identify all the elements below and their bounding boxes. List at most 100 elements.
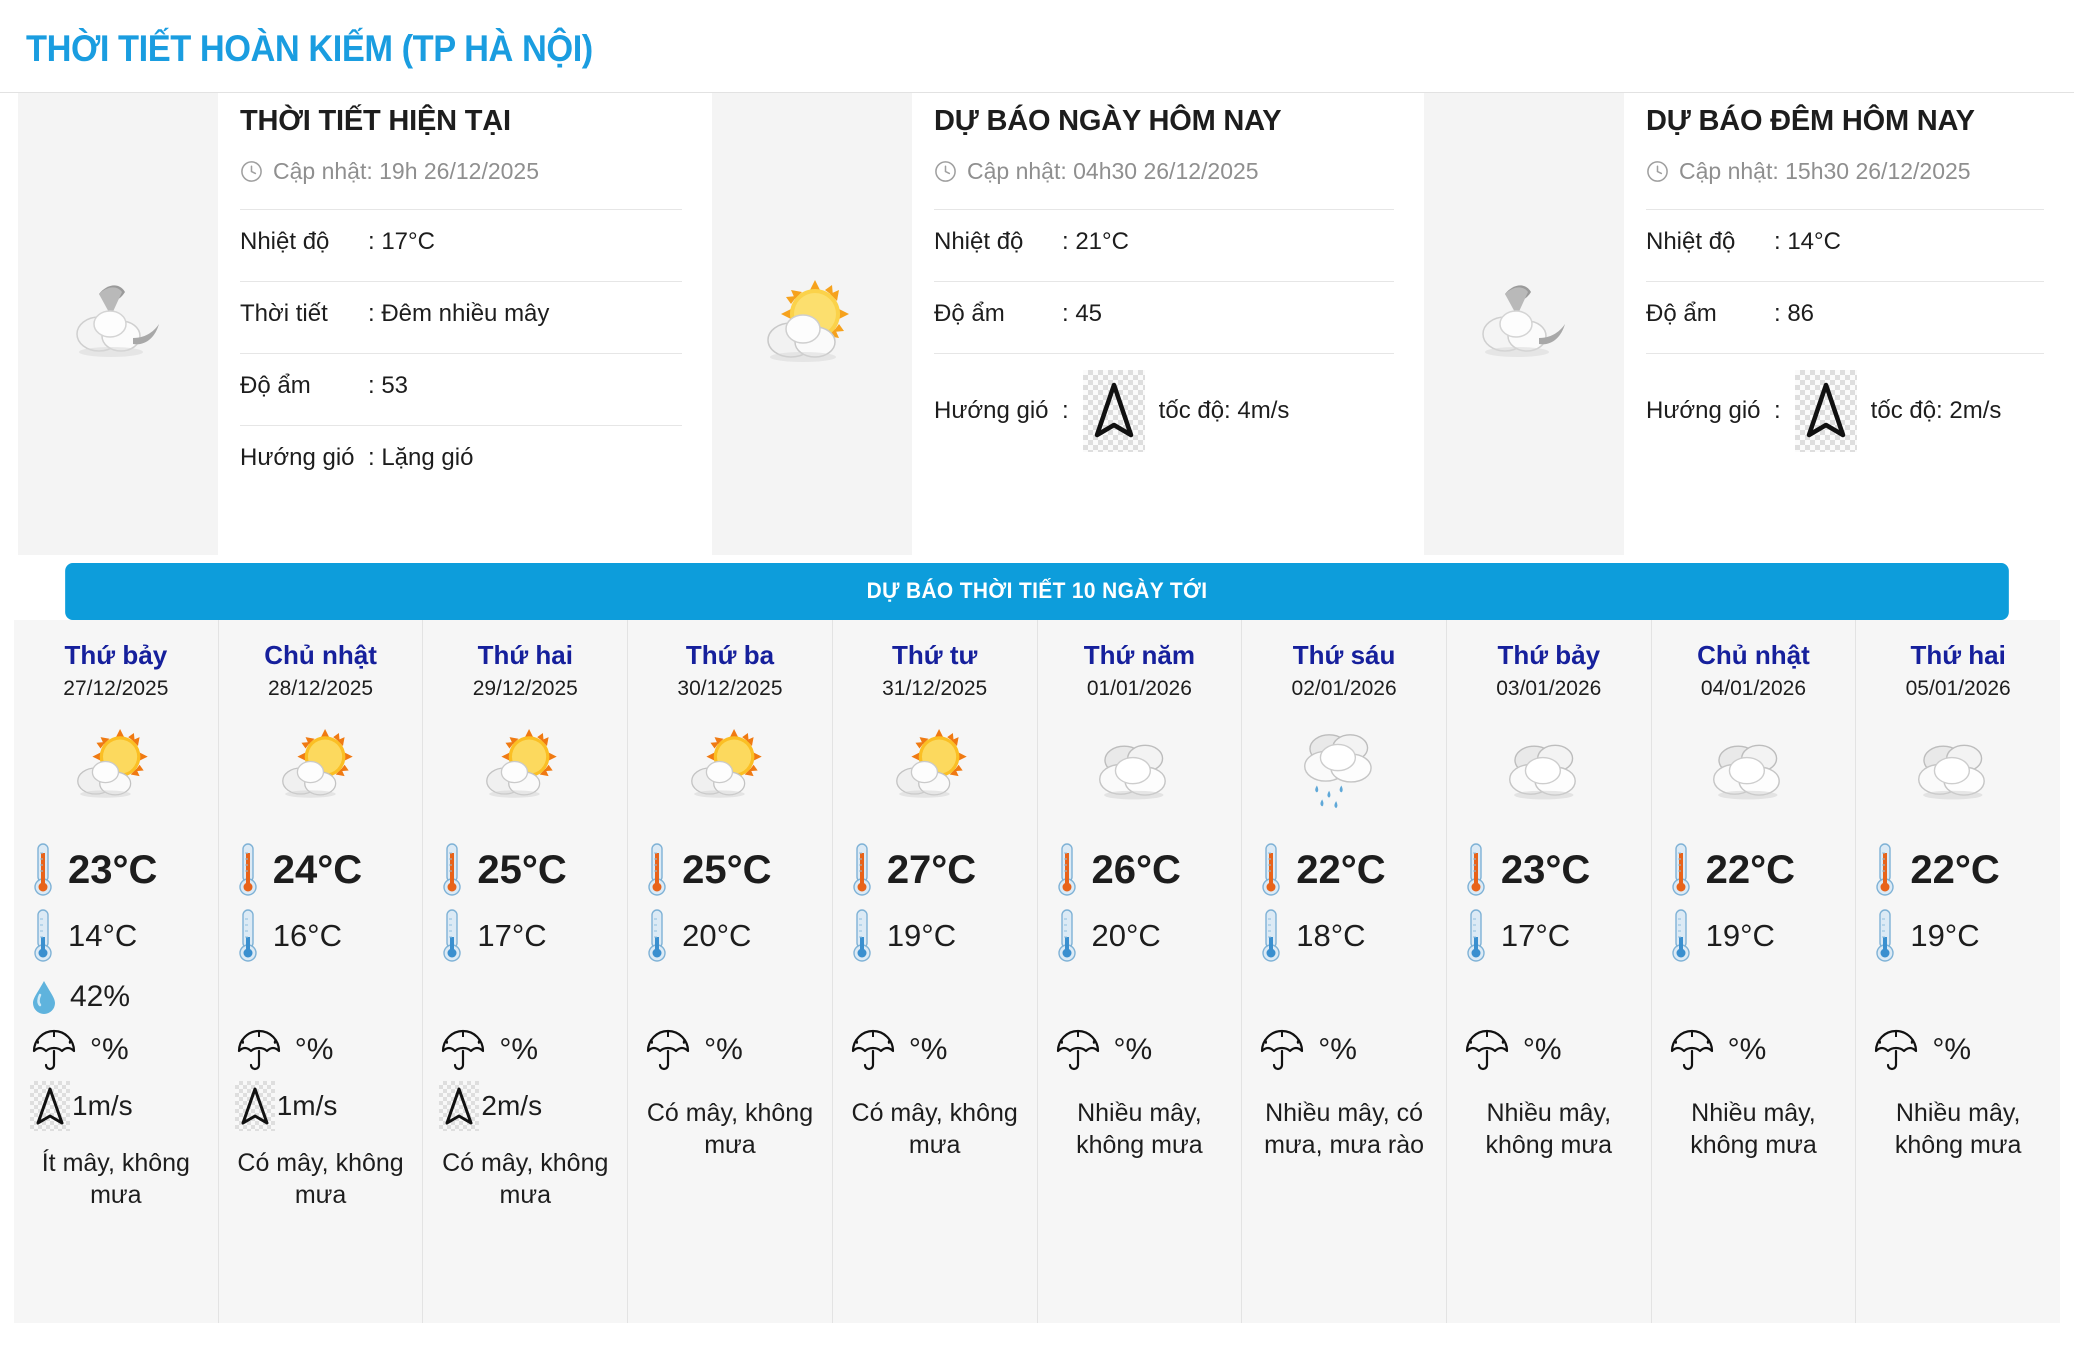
row-label: Độ ẩm <box>240 372 311 399</box>
forecast-low-temp-value: 17°C <box>477 918 547 954</box>
forecast-wind-value: 1m/s <box>72 1090 133 1122</box>
tonight-forecast-body: DỰ BÁO ĐÊM HÔM NAY Cập nhật: 15h30 26/12… <box>1624 93 2074 468</box>
ten-day-forecast-banner: DỰ BÁO THỜI TIẾT 10 NGÀY TỚI <box>65 563 2009 620</box>
row-temperature: Nhiệt độ : 21°C <box>934 209 1394 281</box>
forecast-description: Có mây, không mưa <box>646 1099 814 1160</box>
umbrella-icon <box>1872 1029 1920 1071</box>
forecast-day-name: Thứ bảy <box>1497 640 1601 670</box>
cloudy-icon <box>1091 713 1187 823</box>
water-droplet-icon <box>1872 979 1908 1015</box>
forecast-low-temp: 20°C <box>1038 907 1242 965</box>
forecast-high-temp: 27°C <box>833 841 1037 899</box>
thermometer-hot-icon <box>849 841 875 899</box>
water-droplet-icon <box>1463 979 1499 1015</box>
forecast-day-column[interactable]: Thứ hai 29/12/2025 25°C 17°C °% 2m/s Có … <box>423 620 629 1323</box>
water-droplet-icon <box>1668 979 1704 1015</box>
forecast-high-temp: 23°C <box>14 841 218 899</box>
forecast-rain-chance: °% <box>423 1029 627 1071</box>
summary-cards: THỜI TIẾT HIỆN TẠI Cập nhật: 19h 26/12/2… <box>0 93 2074 563</box>
forecast-low-temp: 19°C <box>833 907 1037 965</box>
forecast-rain-chance-value: °% <box>1932 1033 1971 1067</box>
tonight-forecast-rows: Nhiệt độ : 14°C Độ ẩm : 86 Hướng gió : <box>1646 209 2044 468</box>
umbrella-icon <box>644 1029 692 1071</box>
forecast-humidity <box>423 979 627 1015</box>
row-value: : 86 <box>1774 300 1815 327</box>
thermometer-hot-icon <box>1872 841 1898 899</box>
thermometer-cold-icon <box>1054 907 1080 965</box>
forecast-high-temp: 24°C <box>219 841 423 899</box>
umbrella-icon <box>1054 1029 1102 1071</box>
forecast-high-temp-value: 22°C <box>1705 847 1795 892</box>
card-title: DỰ BÁO ĐÊM HÔM NAY <box>1646 105 1975 137</box>
forecast-high-temp: 23°C <box>1447 841 1651 899</box>
forecast-rain-chance: °% <box>1447 1029 1651 1071</box>
thermometer-hot-icon <box>644 841 670 899</box>
forecast-low-temp: 17°C <box>1447 907 1651 965</box>
forecast-humidity <box>1242 979 1446 1015</box>
thermometer-hot-icon <box>1668 841 1694 899</box>
today-forecast-icon-panel <box>712 93 912 555</box>
row-value: : 45 <box>1062 300 1103 327</box>
card-current-weather: THỜI TIẾT HIỆN TẠI Cập nhật: 19h 26/12/2… <box>0 93 712 555</box>
forecast-day-column[interactable]: Thứ ba 30/12/2025 25°C 20°C °% Có mây, k… <box>628 620 833 1323</box>
row-wind: Hướng gió : tốc độ: 2m/s <box>1646 353 2044 468</box>
row-value: : Đêm nhiều mây <box>368 300 550 327</box>
forecast-description: Có mây, không mưa <box>851 1099 1018 1160</box>
forecast-day-name: Thứ bảy <box>64 640 168 670</box>
thermometer-cold-icon <box>1872 907 1898 965</box>
thermometer-cold-icon <box>1258 907 1284 965</box>
page-title-text: THỜI TIẾT HOÀN KIẾM (TP HÀ NỘI) <box>26 28 593 69</box>
forecast-day-column[interactable]: Thứ sáu 02/01/2026 22°C 18°C °% Nhiều mâ… <box>1242 620 1447 1323</box>
forecast-day-column[interactable]: Chủ nhật 04/01/2026 22°C 19°C °% Nhiều m… <box>1652 620 1857 1323</box>
row-value: : 17°C <box>368 228 435 255</box>
forecast-rain-chance: °% <box>1652 1029 1856 1071</box>
forecast-low-temp: 20°C <box>628 907 832 965</box>
rain-cloud-icon <box>1296 713 1392 823</box>
forecast-day-date: 30/12/2025 <box>677 677 783 701</box>
umbrella-icon <box>30 1029 78 1071</box>
thermometer-cold-icon <box>30 907 56 965</box>
forecast-day-name: Thứ năm <box>1083 640 1195 670</box>
wind-direction-arrow-icon <box>1082 370 1145 452</box>
forecast-low-temp: 14°C <box>14 907 218 965</box>
umbrella-icon <box>235 1029 283 1071</box>
water-droplet-icon <box>1258 979 1294 1015</box>
thermometer-hot-icon <box>1463 841 1489 899</box>
card-updated-text: Cập nhật: 19h 26/12/2025 <box>273 158 540 184</box>
forecast-rain-chance-value: °% <box>1727 1033 1767 1067</box>
forecast-rain-chance-value: °% <box>499 1033 539 1067</box>
thermometer-cold-icon <box>849 907 875 965</box>
forecast-rain-chance-value: °% <box>90 1033 129 1067</box>
forecast-low-temp: 17°C <box>423 907 627 965</box>
forecast-day-column[interactable]: Thứ bảy 03/01/2026 23°C 17°C °% Nhiều mâ… <box>1447 620 1652 1323</box>
water-droplet-icon <box>849 979 885 1015</box>
thermometer-cold-icon <box>1668 907 1694 965</box>
card-today-forecast: DỰ BÁO NGÀY HÔM NAY Cập nhật: 04h30 26/1… <box>712 93 1424 555</box>
forecast-day-column[interactable]: Thứ năm 01/01/2026 26°C 20°C °% Nhiều mâ… <box>1038 620 1243 1323</box>
sun-cloud-icon <box>68 713 164 823</box>
row-label: Độ ẩm <box>1646 300 1717 327</box>
thermometer-cold-icon <box>235 907 261 965</box>
forecast-high-temp-value: 27°C <box>886 847 977 892</box>
row-value: : Lặng gió <box>368 444 474 471</box>
card-tonight-forecast: DỰ BÁO ĐÊM HÔM NAY Cập nhật: 15h30 26/12… <box>1424 93 2074 555</box>
row-humidity: Độ ẩm : 45 <box>934 281 1394 353</box>
thermometer-cold-icon <box>1463 907 1489 965</box>
forecast-rain-chance: °% <box>219 1029 423 1071</box>
wind-direction-arrow-icon <box>439 1081 480 1132</box>
thermometer-hot-icon <box>1054 841 1080 899</box>
forecast-high-temp-value: 22°C <box>1910 847 2000 892</box>
forecast-high-temp-value: 26°C <box>1091 847 1181 892</box>
forecast-low-temp-value: 18°C <box>1296 918 1366 954</box>
night-cloudy-icon <box>59 276 177 373</box>
current-weather-body: THỜI TIẾT HIỆN TẠI Cập nhật: 19h 26/12/2… <box>218 93 712 497</box>
forecast-day-column[interactable]: Thứ bảy 27/12/2025 23°C 14°C 42% °% 1m/s… <box>14 620 219 1323</box>
forecast-rain-chance-value: °% <box>908 1033 948 1067</box>
umbrella-icon <box>439 1029 487 1071</box>
forecast-day-date: 03/01/2026 <box>1496 677 1602 701</box>
forecast-day-column[interactable]: Chủ nhật 28/12/2025 24°C 16°C °% 1m/s Có… <box>219 620 424 1323</box>
cloudy-icon <box>1910 713 2006 823</box>
forecast-day-column[interactable]: Thứ hai 05/01/2026 22°C 19°C °% Nhiều mâ… <box>1856 620 2060 1323</box>
forecast-day-column[interactable]: Thứ tư 31/12/2025 27°C 19°C °% Có mây, k… <box>833 620 1038 1323</box>
forecast-description: Nhiều mây, không mưa <box>1690 1099 1817 1160</box>
